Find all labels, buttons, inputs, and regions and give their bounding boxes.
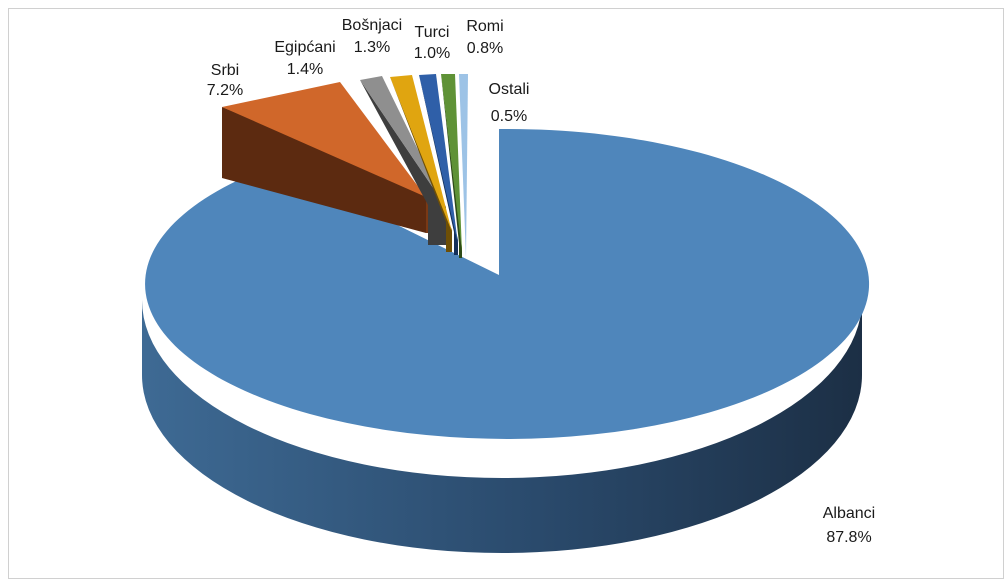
data-labels: Srbi 7.2% Egipćani 1.4% Bošnjaci 1.3% Tu… xyxy=(207,17,875,546)
label-name-srbi: Srbi xyxy=(211,62,239,79)
label-name-romi: Romi xyxy=(466,18,503,35)
slice-egipcani xyxy=(360,76,446,245)
slice-ostali xyxy=(459,74,468,258)
label-name-egipcani: Egipćani xyxy=(274,39,335,56)
label-name-bosnjaci: Bošnjaci xyxy=(342,17,402,34)
slice-bosnjaci-top xyxy=(390,75,452,232)
slice-turci-side xyxy=(419,75,458,255)
slice-romi-top xyxy=(441,74,462,252)
slice-bosnjaci xyxy=(390,75,452,252)
slice-egipcani-side xyxy=(360,80,446,245)
slice-albanci xyxy=(142,128,870,553)
label-name-albanci: Albanci xyxy=(823,505,875,522)
slice-albanci-top xyxy=(145,128,870,439)
label-value-turci: 1.0% xyxy=(414,45,450,62)
slice-ostali-top xyxy=(459,74,468,258)
slice-turci-top xyxy=(419,74,458,244)
label-value-egipcani: 1.4% xyxy=(287,61,323,78)
label-value-ostali: 0.5% xyxy=(491,108,527,125)
slice-egipcani-top xyxy=(360,76,446,207)
slice-albanci-side xyxy=(142,300,862,553)
label-value-srbi: 7.2% xyxy=(207,82,243,99)
label-name-ostali: Ostali xyxy=(489,81,530,98)
slice-romi-side xyxy=(441,74,462,258)
slice-romi xyxy=(441,74,462,258)
slice-srbi-side xyxy=(222,107,426,233)
label-value-romi: 0.8% xyxy=(467,40,503,57)
slice-srbi-top xyxy=(222,82,426,197)
label-name-turci: Turci xyxy=(415,24,450,41)
label-value-bosnjaci: 1.3% xyxy=(354,39,390,56)
label-value-albanci: 87.8% xyxy=(826,529,871,546)
slice-turci xyxy=(419,74,458,255)
